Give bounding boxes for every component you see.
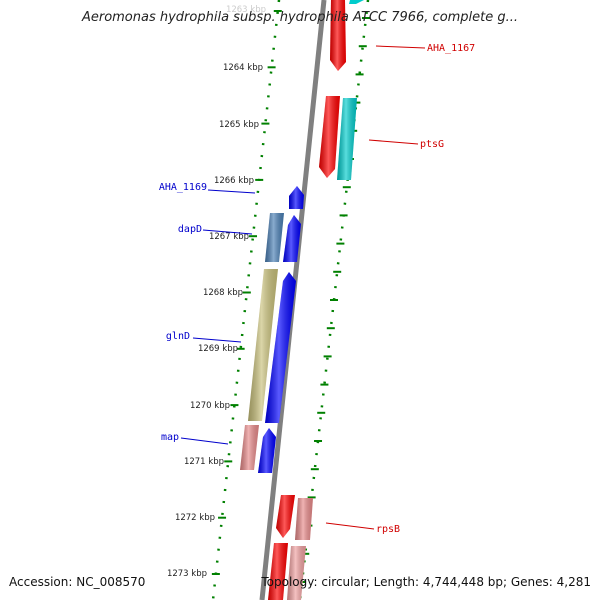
scale-label: 1265 kbp — [219, 120, 259, 130]
gene-feature-cyan[interactable] — [349, 0, 364, 4]
gene-feature-pink[interactable] — [240, 425, 259, 470]
gene-feature-red[interactable] — [276, 495, 295, 538]
gene-feature-blue[interactable] — [265, 272, 296, 423]
scale-label: 1272 kbp — [175, 513, 215, 523]
scale-ticks-right — [298, 17, 370, 583]
map-title: Aeromonas hydrophila subsp. hydrophila A… — [81, 10, 519, 25]
gene-feature-red[interactable] — [319, 96, 340, 178]
scale-label: 1268 kbp — [203, 288, 243, 298]
scale-ticks-left — [211, 10, 282, 575]
gene-label-ptsg[interactable]: ptsG — [420, 139, 444, 150]
gene-label-dapd[interactable]: dapD — [178, 224, 202, 235]
scale-labels: 1263 kbp 1264 kbp 1265 kbp 1266 kbp 1267… — [167, 5, 266, 579]
scale-label: 1273 kbp — [167, 569, 207, 579]
gene-feature-pink[interactable] — [295, 498, 313, 540]
scale-label: 1263 kbp — [226, 5, 266, 15]
scale-label: 1269 kbp — [198, 344, 238, 354]
gene-label-map[interactable]: map — [161, 432, 179, 443]
gene-label-glnd[interactable]: glnD — [166, 331, 190, 342]
gene-feature-red[interactable] — [330, 0, 346, 71]
scale-label: 1270 kbp — [190, 401, 230, 411]
gene-feature-blue[interactable] — [289, 186, 304, 209]
inner-track — [211, 0, 281, 600]
accession-text: Accession: NC_008570 — [9, 575, 146, 589]
gene-feature-steelblue[interactable] — [265, 213, 284, 262]
gene-feature-blue[interactable] — [283, 215, 301, 262]
gene-feature-pink[interactable] — [287, 546, 306, 600]
gene-feature-cyan[interactable] — [337, 98, 357, 180]
scale-label: 1264 kbp — [223, 63, 263, 73]
gene-feature-khaki[interactable] — [248, 269, 278, 421]
scale-label: 1267 kbp — [209, 232, 249, 242]
scale-label: 1266 kbp — [214, 176, 254, 186]
genome-info-text: Topology: circular; Length: 4,744,448 bp… — [261, 575, 591, 589]
scale-label: 1271 kbp — [184, 457, 224, 467]
gene-labels-left: AHA_1169 dapD glnD map — [159, 182, 256, 445]
gene-label-aha1169[interactable]: AHA_1169 — [159, 182, 207, 193]
gene-feature-blue[interactable] — [258, 428, 276, 473]
gene-labels-right: AHA_1167 ptsG rpsB — [325, 43, 475, 535]
gene-label-rpsb[interactable]: rpsB — [376, 524, 400, 535]
gene-feature-red[interactable] — [268, 543, 288, 600]
gene-label-aha1167[interactable]: AHA_1167 — [427, 43, 475, 54]
